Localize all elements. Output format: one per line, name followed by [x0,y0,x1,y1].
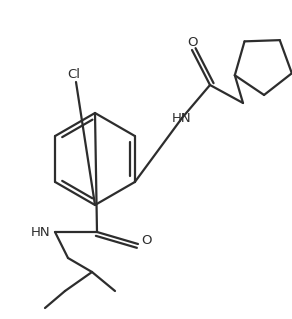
Text: HN: HN [30,226,50,239]
Text: Cl: Cl [67,68,81,80]
Text: O: O [141,234,151,247]
Text: HN: HN [172,112,192,124]
Text: O: O [187,35,197,48]
